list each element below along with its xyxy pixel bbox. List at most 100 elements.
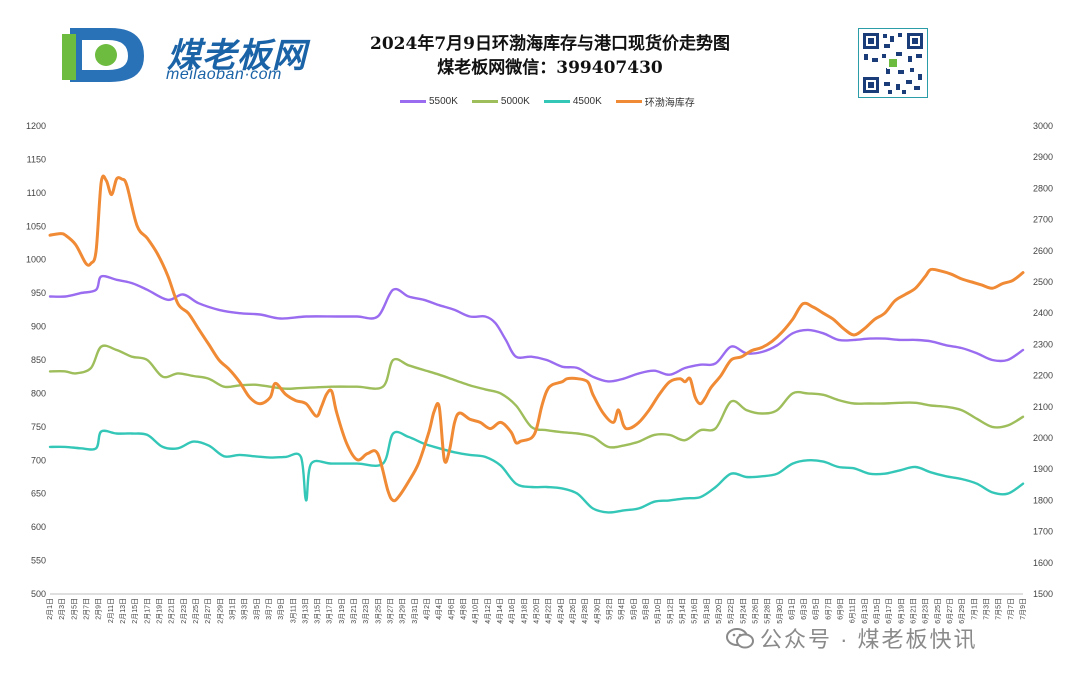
- y-left-tick-label: 1100: [27, 188, 46, 198]
- x-tick-label: 4月6日: [447, 598, 455, 620]
- x-tick-label: 4月22日: [545, 598, 553, 624]
- x-tick-label: 4月12日: [484, 598, 492, 624]
- x-tick-label: 4月18日: [520, 598, 528, 624]
- y-right-tick-label: 1500: [1033, 589, 1053, 599]
- x-tick-label: 3月19日: [338, 598, 346, 624]
- x-tick-label: 6月1日: [788, 598, 796, 620]
- x-tick-label: 5月6日: [630, 598, 638, 620]
- x-tick-label: 5月18日: [703, 598, 711, 624]
- y-right-tick-label: 2500: [1033, 277, 1053, 287]
- x-tick-label: 3月25日: [374, 598, 382, 624]
- x-tick-label: 3月29日: [399, 598, 407, 624]
- x-tick-label: 5月22日: [727, 598, 735, 624]
- x-tick-label: 6月3日: [800, 598, 808, 620]
- y-right-tick-label: 1600: [1033, 558, 1053, 568]
- legend-label: 5500K: [429, 95, 458, 107]
- x-tick-label: 4月30日: [593, 598, 601, 624]
- x-tick-label: 6月27日: [946, 598, 954, 624]
- x-tick-label: 2月25日: [192, 598, 200, 624]
- y-left-tick-label: 900: [31, 322, 46, 332]
- x-tick-label: 4月20日: [533, 598, 541, 624]
- x-tick-label: 6月25日: [934, 598, 942, 624]
- y-right-tick-label: 3000: [1033, 121, 1053, 131]
- x-tick-label: 6月29日: [958, 598, 966, 624]
- legend-swatch: [471, 99, 498, 103]
- x-tick-label: 3月17日: [326, 598, 334, 624]
- x-tick-label: 5月2日: [605, 598, 613, 620]
- x-tick-label: 4月2日: [423, 598, 431, 620]
- series-layer: [48, 174, 1025, 514]
- legend-item-s5000: 5000K: [471, 96, 530, 107]
- legend-label: 环渤海库存: [644, 97, 695, 109]
- axes-layer: 500 550 600 650 700 750 800 850 900 950 1000 1050 11…: [26, 121, 1053, 624]
- x-tick-label: 7月5日: [995, 598, 1003, 620]
- x-tick-label: 5月28日: [764, 598, 772, 624]
- x-tick-label: 3月15日: [314, 598, 322, 624]
- x-tick-label: 2月19日: [155, 598, 163, 624]
- x-tick-label: 2月17日: [143, 598, 151, 624]
- y-right-tick-label: 2200: [1033, 371, 1053, 381]
- qr-code-icon: [858, 28, 928, 98]
- chart-title-line2: 煤老板网微信：399407430: [437, 58, 663, 78]
- x-tick-label: 7月3日: [983, 598, 991, 620]
- y-right-tick-label: 2400: [1033, 308, 1053, 318]
- y-left-tick-label: 800: [31, 388, 46, 398]
- x-tick-label: 4月4日: [435, 598, 443, 620]
- x-tick-label: 5月4日: [618, 598, 626, 620]
- x-tick-label: 6月11日: [849, 598, 857, 623]
- y-right-tick-label: 2100: [1033, 402, 1053, 412]
- x-tick-label: 6月15日: [873, 598, 881, 624]
- y-right-tick-label: 1700: [1033, 527, 1053, 537]
- legend-label: 4500K: [572, 95, 602, 107]
- y-right-tick-label: 1900: [1033, 464, 1053, 474]
- watermark: 公众号 · 煤老板快讯: [726, 622, 978, 654]
- chart-legend: 5500K 5000K 4500K 环渤海库存: [400, 93, 695, 109]
- x-tick-label: 4月10日: [472, 598, 480, 624]
- x-tick-label: 2月13日: [119, 598, 127, 624]
- y-right-tick-label: 2700: [1033, 215, 1053, 225]
- y-left-tick-label: 1050: [26, 221, 46, 231]
- y-left-tick-label: 650: [31, 489, 46, 499]
- x-tick-label: 5月8日: [642, 598, 650, 620]
- x-tick-label: 6月13日: [861, 598, 869, 624]
- legend-item-s4500: 4500K: [543, 95, 602, 107]
- x-tick-label: 6月9日: [837, 598, 845, 620]
- x-tick-label: 3月1日: [228, 598, 236, 620]
- x-tick-label: 6月5日: [812, 598, 820, 620]
- series-line-s5500: [48, 274, 1025, 383]
- x-tick-label: 3月7日: [265, 598, 273, 620]
- watermark-text: 公众号 · 煤老板快讯: [760, 627, 978, 652]
- x-tick-label: 2月29日: [216, 598, 224, 624]
- x-tick-label: 6月17日: [885, 598, 893, 624]
- wechat-icon: [726, 628, 754, 649]
- x-tick-label: 3月13日: [301, 598, 309, 624]
- x-tick-label: 3月5日: [253, 598, 261, 620]
- y-left-tick-label: 750: [31, 422, 46, 432]
- x-tick-label: 7月1日: [970, 598, 978, 620]
- x-tick-label: 5月26日: [751, 598, 759, 624]
- x-tick-label: 5月20日: [715, 598, 723, 624]
- x-tick-label: 4月26日: [569, 598, 577, 624]
- legend-swatch: [400, 99, 426, 103]
- legend-swatch: [615, 99, 642, 103]
- y-left-tick-label: 1000: [26, 255, 46, 265]
- y-left-tick-label: 1150: [27, 154, 46, 164]
- x-tick-label: 5月12日: [666, 598, 674, 624]
- legend-swatch: [543, 99, 570, 103]
- x-tick-label: 2月15日: [131, 598, 139, 624]
- x-tick-label: 7月7日: [1007, 598, 1015, 620]
- logo-mark-icon: [62, 28, 144, 82]
- legend-item-s5500: 5500K: [400, 96, 458, 107]
- y-left-tick-label: 1200: [26, 121, 46, 131]
- x-tick-label: 2月3日: [58, 598, 66, 620]
- x-tick-label: 3月21日: [350, 598, 358, 624]
- x-tick-label: 3月27日: [387, 598, 395, 624]
- x-tick-label: 4月8日: [460, 598, 468, 620]
- logo-title: 煤老板网: [167, 36, 307, 76]
- series-line-inventory: [48, 174, 1025, 503]
- x-tick-label: 3月31日: [411, 598, 419, 624]
- x-tick-label: 2月5日: [70, 598, 78, 620]
- y-right-tick-label: 2800: [1033, 183, 1053, 193]
- x-tick-label: 3月11日: [289, 598, 297, 623]
- meilaoban-logo: 煤老板网 meilaoban·com: [52, 22, 312, 86]
